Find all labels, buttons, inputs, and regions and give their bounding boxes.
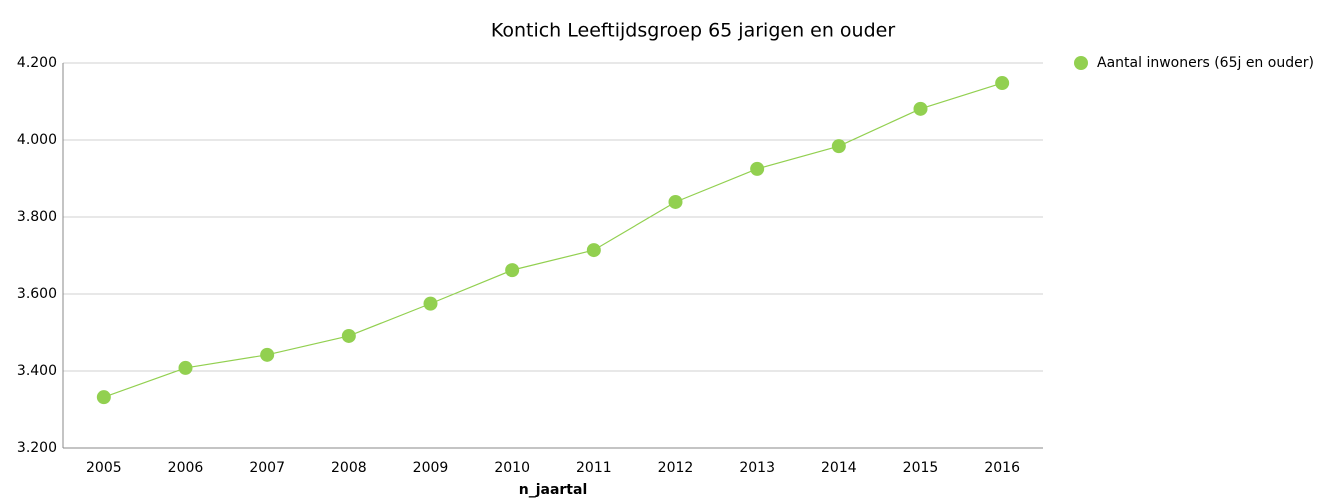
x-tick-label: 2011	[576, 460, 612, 476]
x-tick-label: 2006	[168, 460, 204, 476]
x-tick-label: 2014	[821, 460, 857, 476]
x-tick-label: 2013	[739, 460, 775, 476]
data-point	[505, 263, 520, 278]
y-tick-label: 4.000	[17, 132, 57, 148]
data-point	[260, 347, 275, 362]
y-tick-label: 3.400	[17, 363, 57, 379]
y-tick-label: 3.800	[17, 209, 57, 225]
data-point	[831, 139, 846, 154]
data-point	[178, 360, 193, 375]
x-tick-label: 2012	[658, 460, 694, 476]
series-line	[103, 82, 1003, 398]
legend-label: Aantal inwoners (65j en ouder)	[1097, 55, 1314, 71]
x-axis-label: n_jaartal	[519, 482, 588, 498]
data-point	[586, 243, 601, 258]
x-tick-label: 2005	[86, 460, 122, 476]
x-tick-label: 2007	[249, 460, 285, 476]
data-point	[668, 194, 683, 209]
chart-title: Kontich Leeftijdsgroep 65 jarigen en oud…	[491, 20, 896, 42]
y-tick-label: 3.200	[17, 440, 57, 456]
x-tick-label: 2015	[903, 460, 939, 476]
data-point	[750, 161, 765, 176]
y-tick-label: 3.600	[17, 286, 57, 302]
data-point	[341, 328, 356, 343]
legend-marker	[1074, 56, 1088, 70]
x-tick-label: 2010	[494, 460, 530, 476]
x-tick-label: 2016	[984, 460, 1020, 476]
x-tick-label: 2009	[413, 460, 449, 476]
data-point	[423, 296, 438, 311]
y-tick-label: 4.200	[17, 55, 57, 71]
data-point	[995, 76, 1010, 91]
data-point	[913, 101, 928, 116]
x-tick-label: 2008	[331, 460, 367, 476]
data-point	[96, 390, 111, 405]
